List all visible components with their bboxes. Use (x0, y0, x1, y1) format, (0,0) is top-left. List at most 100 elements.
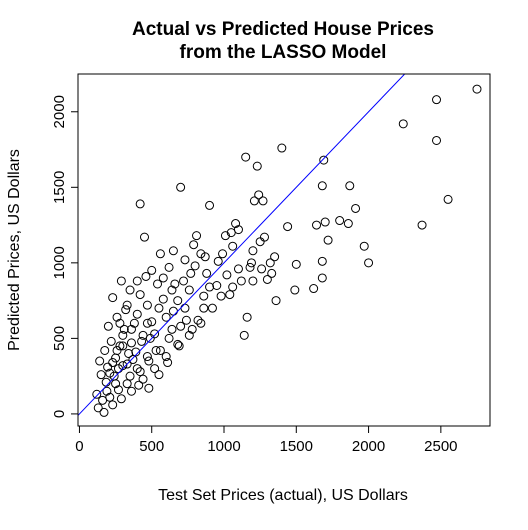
data-point (180, 303, 190, 313)
data-point (364, 258, 374, 268)
data-point (142, 352, 152, 362)
data-point (161, 312, 171, 322)
data-point (205, 200, 215, 210)
data-point (254, 190, 264, 200)
data-point (125, 285, 135, 295)
data-point (267, 268, 277, 278)
x-tick-label: 1500 (280, 438, 313, 455)
data-point (180, 255, 190, 265)
plot-frame (77, 73, 491, 427)
data-point (283, 222, 293, 232)
data-point (248, 246, 258, 256)
data-point (158, 273, 168, 283)
data-point (141, 271, 151, 281)
data-point (312, 220, 322, 230)
data-point (398, 119, 408, 129)
data-point (164, 333, 174, 343)
data-point (317, 256, 327, 266)
data-point (167, 285, 177, 295)
data-point (92, 389, 102, 399)
data-point (472, 84, 482, 94)
data-point (319, 155, 329, 165)
data-point (138, 330, 148, 340)
data-point (132, 309, 142, 319)
x-axis-label: Test Set Prices (actual), US Dollars (158, 487, 408, 504)
data-point (122, 359, 132, 369)
data-point (134, 380, 144, 390)
data-point (432, 135, 442, 145)
y-tick-label: 2000 (51, 95, 68, 128)
data-point (118, 341, 128, 351)
data-point (147, 317, 157, 327)
data-point (135, 367, 145, 377)
data-point (309, 284, 319, 294)
data-point (111, 353, 121, 363)
data-point (270, 252, 280, 262)
data-point (186, 268, 196, 278)
data-point (115, 318, 125, 328)
data-point (212, 281, 222, 291)
data-point (432, 95, 442, 105)
data-point (132, 276, 142, 286)
data-point (228, 282, 238, 292)
data-point (96, 370, 106, 380)
data-point (176, 182, 186, 192)
data-point (125, 371, 135, 381)
y-tick-label: 1000 (51, 246, 68, 279)
data-point (153, 279, 163, 289)
data-point (218, 249, 228, 259)
reference-line (78, 74, 406, 416)
data-point (193, 315, 203, 325)
data-point (257, 264, 267, 274)
data-point (98, 395, 108, 405)
data-point (118, 330, 128, 340)
data-point (119, 324, 129, 334)
data-point (190, 261, 200, 271)
data-point (150, 329, 160, 339)
y-axis: 0 500 1000 1500 2000 (51, 95, 79, 418)
y-axis-label: Predicted Prices, US Dollars (6, 149, 23, 351)
data-point (359, 241, 369, 251)
data-point (163, 358, 173, 368)
x-tick-label: 0 (75, 438, 83, 455)
data-point (245, 262, 255, 272)
data-point (126, 386, 136, 396)
data-point (154, 370, 164, 380)
data-point (323, 235, 333, 245)
y-tick-label: 0 (51, 410, 68, 418)
data-point (108, 358, 118, 368)
data-point (255, 237, 265, 247)
data-point (248, 276, 258, 286)
data-point (351, 203, 361, 213)
data-point (122, 379, 132, 389)
data-point (187, 324, 197, 334)
data-point (135, 290, 145, 300)
data-point (168, 306, 178, 316)
data-point (111, 379, 121, 389)
data-point (192, 231, 202, 241)
data-point (231, 219, 241, 229)
data-point (113, 385, 123, 395)
data-point (122, 300, 132, 310)
data-point (173, 296, 183, 306)
data-point (291, 259, 301, 269)
x-tick-label: 2500 (424, 438, 457, 455)
data-point (103, 321, 113, 331)
data-point (115, 341, 125, 351)
data-point (126, 338, 136, 348)
data-point (150, 364, 160, 374)
data-point (443, 194, 453, 204)
data-point (131, 347, 141, 357)
data-point (128, 355, 138, 365)
data-point (116, 394, 126, 404)
data-point (202, 268, 212, 278)
data-point (239, 330, 249, 340)
data-point (335, 216, 345, 226)
data-point (108, 293, 118, 303)
data-point (137, 336, 147, 346)
data-point (199, 303, 209, 313)
data-point (142, 300, 152, 310)
data-point (138, 374, 148, 384)
data-point (199, 291, 209, 301)
